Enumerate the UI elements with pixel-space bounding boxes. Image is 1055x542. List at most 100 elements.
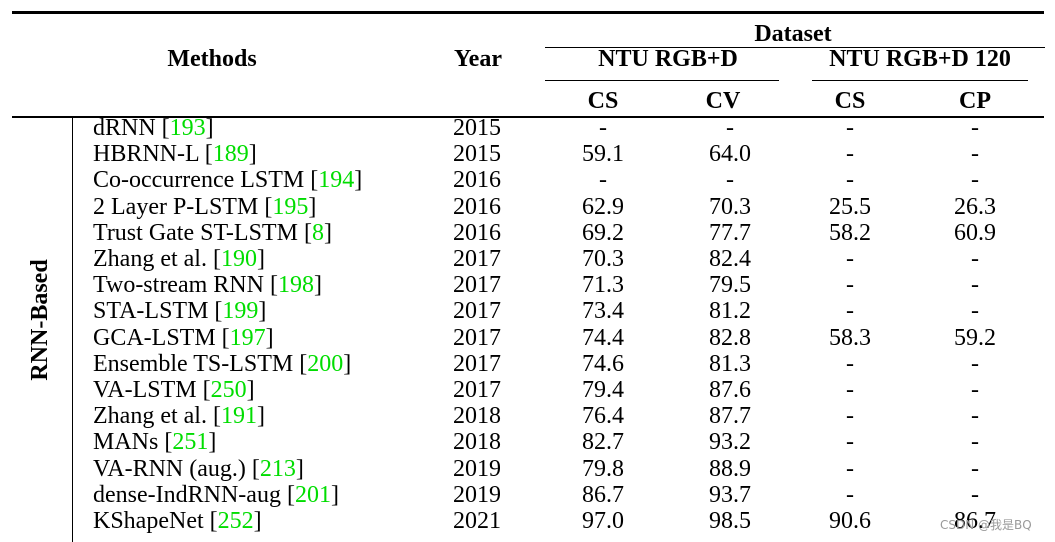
value-cell: - — [846, 429, 854, 456]
value-cell: 79.5 — [709, 272, 751, 299]
method-cell: MANs [251] — [93, 429, 216, 455]
method-cell: HBRNN-L [189] — [93, 141, 257, 167]
citation: 197 — [229, 324, 266, 351]
value-cell: - — [846, 272, 854, 299]
bracket: [ — [299, 350, 308, 377]
bracket: ] — [256, 403, 265, 430]
citation: 251 — [172, 429, 209, 456]
year-cell: 2016 — [453, 193, 501, 220]
method-name: dRNN — [93, 115, 156, 141]
bracket: ] — [253, 508, 262, 534]
year-cell: 2018 — [453, 429, 501, 456]
method-cell: VA-LSTM [250] — [93, 377, 255, 403]
value-cell: - — [971, 377, 979, 403]
method-name: dense-IndRNN-aug — [93, 481, 281, 508]
method-name: STA-LSTM — [93, 298, 209, 325]
bracket: ] — [246, 377, 255, 403]
value-cell: - — [846, 481, 854, 508]
bracket: ] — [330, 481, 339, 508]
value-cell: 86.7 — [582, 481, 624, 508]
method-cell: STA-LSTM [199] — [93, 298, 266, 324]
method-cell: Zhang et al. [190] — [93, 246, 265, 272]
method-name: VA-RNN (aug.) — [93, 455, 246, 482]
value-cell: - — [846, 141, 854, 168]
value-cell: 93.2 — [709, 429, 751, 456]
value-cell: 81.2 — [709, 298, 751, 325]
bracket: [ — [286, 481, 295, 508]
year-cell: 2017 — [453, 350, 501, 377]
value-cell: 88.9 — [709, 455, 751, 482]
bracket: [ — [264, 193, 273, 220]
method-cell: Co-occurrence LSTM [194] — [93, 167, 362, 193]
value-cell: - — [971, 246, 979, 272]
method-name: Two-stream RNN — [93, 272, 264, 299]
bracket: ] — [208, 429, 217, 456]
value-cell: - — [846, 298, 854, 325]
value-cell: - — [846, 350, 854, 377]
method-name: 2 Layer P-LSTM — [93, 193, 259, 220]
year-cell: 2017 — [453, 246, 501, 272]
value-cell: 58.3 — [829, 324, 871, 351]
year-cell: 2018 — [453, 403, 501, 430]
bracket: ] — [256, 246, 265, 272]
bracket: [ — [202, 377, 211, 403]
value-cell: - — [971, 298, 979, 325]
value-cell: - — [726, 167, 734, 194]
value-cell: 60.9 — [954, 219, 996, 246]
citation: 195 — [272, 193, 309, 220]
bracket: ] — [295, 455, 304, 482]
method-name: HBRNN-L — [93, 141, 199, 168]
column-header: CS — [587, 88, 619, 114]
year-cell: 2016 — [453, 219, 501, 246]
method-cell: Ensemble TS-LSTM [200] — [93, 351, 351, 377]
value-cell: - — [971, 403, 979, 430]
value-cell: - — [971, 481, 979, 508]
value-cell: - — [846, 246, 854, 272]
method-name: Zhang et al. — [93, 246, 207, 272]
group-rule — [812, 80, 1028, 81]
citation: 250 — [210, 377, 247, 403]
value-cell: 59.2 — [954, 324, 996, 351]
method-cell: 2 Layer P-LSTM [195] — [93, 194, 316, 220]
bracket: [ — [164, 429, 173, 456]
bracket: [ — [221, 324, 230, 351]
method-name: Co-occurrence LSTM — [93, 167, 305, 194]
citation: 199 — [222, 298, 259, 325]
column-header: CS — [834, 88, 866, 114]
value-cell: 97.0 — [582, 508, 624, 534]
bracket: ] — [313, 272, 322, 299]
bracket: ] — [248, 141, 257, 168]
bracket: ] — [323, 219, 332, 246]
method-name: Ensemble TS-LSTM — [93, 350, 294, 377]
method-cell: dRNN [193] — [93, 115, 214, 141]
bracket: ] — [308, 193, 317, 220]
value-cell: 74.6 — [582, 350, 624, 377]
value-cell: 77.7 — [709, 219, 751, 246]
value-cell: 90.6 — [829, 508, 871, 534]
value-cell: 79.8 — [582, 455, 624, 482]
bracket: [ — [204, 141, 213, 168]
value-cell: 62.9 — [582, 193, 624, 220]
method-name: GCA-LSTM — [93, 324, 216, 351]
method-cell: Trust Gate ST-LSTM [8] — [93, 220, 332, 246]
bracket: [ — [161, 115, 170, 141]
bracket: [ — [251, 455, 260, 482]
method-cell: GCA-LSTM [197] — [93, 325, 274, 351]
value-cell: 71.3 — [582, 272, 624, 299]
watermark: CSDN @我是BQ — [940, 518, 1032, 532]
bracket: ] — [343, 350, 352, 377]
value-cell: - — [726, 115, 734, 141]
top-rule — [12, 11, 1044, 14]
value-cell: 64.0 — [709, 141, 751, 168]
bracket: [ — [310, 167, 319, 194]
year-cell: 2017 — [453, 377, 501, 403]
citation: 213 — [259, 455, 296, 482]
value-cell: 76.4 — [582, 403, 624, 430]
method-name: Trust Gate ST-LSTM — [93, 219, 298, 246]
bracket: [ — [212, 246, 221, 272]
value-cell: 58.2 — [829, 219, 871, 246]
value-cell: 82.4 — [709, 246, 751, 272]
dataset-header: Dataset — [754, 21, 832, 47]
method-cell: Zhang et al. [191] — [93, 403, 265, 429]
column-header: CV — [705, 88, 741, 114]
